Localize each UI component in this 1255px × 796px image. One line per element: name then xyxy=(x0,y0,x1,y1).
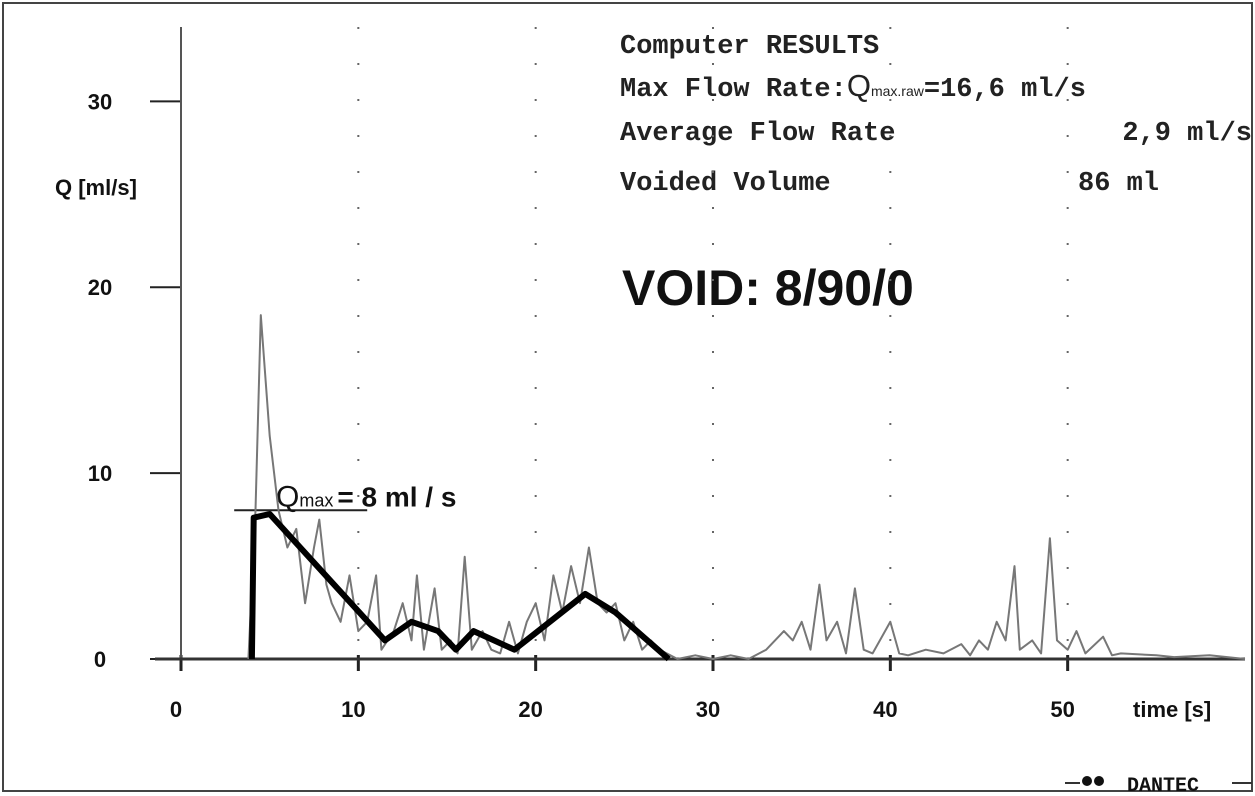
qmax-text: = 8 ml / s xyxy=(337,481,456,512)
results-title: Computer RESULTS xyxy=(620,32,879,62)
y-tick-label: 0 xyxy=(94,647,106,672)
x-tick-label: 50 xyxy=(1050,697,1074,722)
x-tick-label: 40 xyxy=(873,697,897,722)
y-tick-label: 10 xyxy=(88,461,112,486)
qmax-annotation: Qmax = 8 ml / s xyxy=(276,480,456,513)
x-tick-label: 0 xyxy=(170,697,182,722)
max-flow-value: =16,6 ml/s xyxy=(924,75,1086,105)
brand-icon xyxy=(1082,776,1092,786)
max-flow-subscript: max.raw xyxy=(871,83,925,99)
max-flow-line: Max Flow Rate:Qmax.raw=16,6 ml/s xyxy=(620,68,1086,105)
brand-icon xyxy=(1094,776,1104,786)
qmax-subscript: max xyxy=(299,490,333,510)
qmax-symbol: Q xyxy=(276,480,299,513)
x-axis-label: time [s] xyxy=(1133,697,1211,722)
smoothed-flow-line xyxy=(248,511,671,662)
y-axis-label: Q [ml/s] xyxy=(55,175,137,200)
average-flow-value: 2,9 ml/s xyxy=(1122,119,1252,149)
y-tick-label: 30 xyxy=(88,89,112,114)
max-flow-label: Max Flow Rate: xyxy=(620,75,847,105)
max-flow-symbol: Q xyxy=(847,68,871,103)
y-tick-label: 20 xyxy=(88,275,112,300)
average-flow-label: Average Flow Rate xyxy=(620,119,895,149)
brand: DANTEC xyxy=(1127,775,1199,796)
voided-volume-label: Voided Volume xyxy=(620,169,831,199)
x-tick-label: 20 xyxy=(518,697,542,722)
x-tick-label: 10 xyxy=(341,697,365,722)
x-tick-label: 30 xyxy=(696,697,720,722)
void-headline: VOID: 8/90/0 xyxy=(622,260,914,316)
voided-volume-value: 86 ml xyxy=(1078,169,1159,199)
